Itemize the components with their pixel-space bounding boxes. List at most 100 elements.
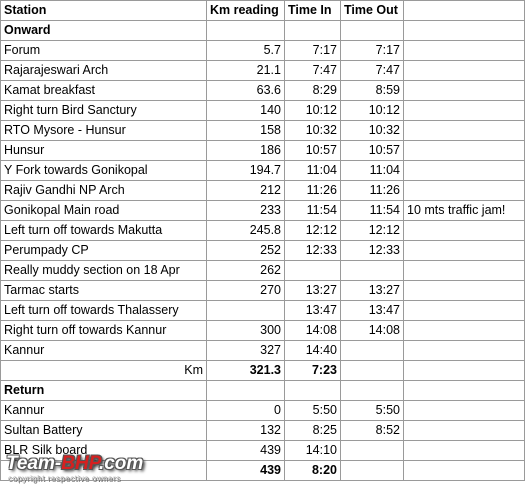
time-out-cell (340, 340, 404, 361)
watermark-subtext: copyright respective owners (8, 474, 121, 483)
time-out-cell: 11:04 (340, 160, 404, 181)
note-cell (403, 240, 525, 261)
note-cell (403, 100, 525, 121)
note-cell: 10 mts traffic jam! (403, 200, 525, 221)
note-cell (403, 300, 525, 321)
station-cell: Return (0, 380, 207, 401)
table-row: Kannur 327 14:40 (0, 340, 525, 361)
section-row: Onward (0, 20, 525, 41)
station-cell: Really muddy section on 18 Apr (0, 260, 207, 281)
note-cell (403, 460, 525, 481)
time-in-cell: 8:25 (284, 420, 341, 441)
table-row: Gonikopal Main road 233 11:54 11:54 10 mts t… (0, 200, 525, 221)
time-in-cell: 7:23 (284, 360, 341, 381)
time-in-cell: 13:27 (284, 280, 341, 301)
station-cell: Right turn off towards Kannur (0, 320, 207, 341)
time-in-cell: 10:12 (284, 100, 341, 121)
table-row: Kannur 0 5:50 5:50 (0, 400, 525, 421)
note-cell (403, 420, 525, 441)
time-out-cell: 13:47 (340, 300, 404, 321)
time-out-cell: 8:52 (340, 420, 404, 441)
note-cell (403, 320, 525, 341)
table-row: Right turn off towards Kannur 300 14:08 14:… (0, 320, 525, 341)
note-cell (403, 40, 525, 61)
time-out-cell (340, 440, 404, 461)
time-out-cell (340, 460, 404, 481)
km-reading-cell: 321.3 (206, 360, 285, 381)
time-out-cell: 13:27 (340, 280, 404, 301)
station-cell: Forum (0, 40, 207, 61)
table-row: Y Fork towards Gonikopal 194.7 11:04 11:04 (0, 160, 525, 181)
table-row: Left turn off towards Makutta 245.8 12:12 1… (0, 220, 525, 241)
time-in-cell: 8:20 (284, 460, 341, 481)
time-in-cell: 11:26 (284, 180, 341, 201)
station-cell: Rajiv Gandhi NP Arch (0, 180, 207, 201)
table-row: Really muddy section on 18 Apr 262 (0, 260, 525, 281)
table-row: Rajarajeswari Arch 21.1 7:47 7:47 (0, 60, 525, 81)
station-cell: Hunsur (0, 140, 207, 161)
header-km-reading: Km reading (206, 0, 285, 21)
km-reading-cell (206, 300, 285, 321)
time-in-cell: 14:10 (284, 440, 341, 461)
note-cell (403, 60, 525, 81)
km-reading-cell: 21.1 (206, 60, 285, 81)
station-cell: RTO Mysore - Hunsur (0, 120, 207, 141)
km-reading-cell: 194.7 (206, 160, 285, 181)
km-reading-cell: 252 (206, 240, 285, 261)
time-in-cell: 7:47 (284, 60, 341, 81)
table-row: Perumpady CP 252 12:33 12:33 (0, 240, 525, 261)
time-out-cell: 5:50 (340, 400, 404, 421)
time-in-cell: 8:29 (284, 80, 341, 101)
km-reading-cell: 439 (206, 460, 285, 481)
station-cell: Sultan Battery (0, 420, 207, 441)
total-row: 439 8:20 (0, 460, 525, 481)
station-cell: Kannur (0, 340, 207, 361)
station-cell: Y Fork towards Gonikopal (0, 160, 207, 181)
table-body: Onward Forum 5.7 7:17 7:17 Rajarajeswari Arch… (0, 20, 525, 481)
km-reading-cell: 439 (206, 440, 285, 461)
time-out-cell: 7:47 (340, 60, 404, 81)
note-cell (403, 280, 525, 301)
km-reading-cell: 212 (206, 180, 285, 201)
note-cell (403, 80, 525, 101)
note-cell (403, 220, 525, 241)
table-row: Kamat breakfast 63.6 8:29 8:59 (0, 80, 525, 101)
station-cell: Onward (0, 20, 207, 41)
time-in-cell (284, 380, 341, 401)
km-reading-cell: 300 (206, 320, 285, 341)
note-cell (403, 440, 525, 461)
watermark-logo: Team-BHP.com (6, 453, 143, 475)
station-cell: Kamat breakfast (0, 80, 207, 101)
km-reading-cell: 0 (206, 400, 285, 421)
station-cell: Left turn off towards Thalassery (0, 300, 207, 321)
station-cell: Left turn off towards Makutta (0, 220, 207, 241)
watermark-brand-part3: .com (98, 453, 144, 474)
time-out-cell: 7:17 (340, 40, 404, 61)
station-cell: Right turn Bird Sanctury (0, 100, 207, 121)
km-reading-cell (206, 20, 285, 41)
time-in-cell: 10:32 (284, 120, 341, 141)
note-cell (403, 20, 525, 41)
watermark-brand-part1: Team- (6, 453, 62, 474)
note-cell (403, 260, 525, 281)
km-reading-cell: 233 (206, 200, 285, 221)
time-in-cell: 11:54 (284, 200, 341, 221)
note-cell (403, 120, 525, 141)
km-reading-cell: 63.6 (206, 80, 285, 101)
time-out-cell (340, 360, 404, 381)
time-in-cell: 10:57 (284, 140, 341, 161)
km-reading-cell (206, 380, 285, 401)
time-in-cell: 14:08 (284, 320, 341, 341)
time-in-cell: 11:04 (284, 160, 341, 181)
time-out-cell (340, 260, 404, 281)
station-cell: Rajarajeswari Arch (0, 60, 207, 81)
time-out-cell (340, 20, 404, 41)
km-reading-cell: 262 (206, 260, 285, 281)
header-station: Station (0, 0, 207, 21)
note-cell (403, 400, 525, 421)
km-reading-cell: 140 (206, 100, 285, 121)
note-cell (403, 180, 525, 201)
table-row: Forum 5.7 7:17 7:17 (0, 40, 525, 61)
note-cell (403, 140, 525, 161)
section-row: Return (0, 380, 525, 401)
